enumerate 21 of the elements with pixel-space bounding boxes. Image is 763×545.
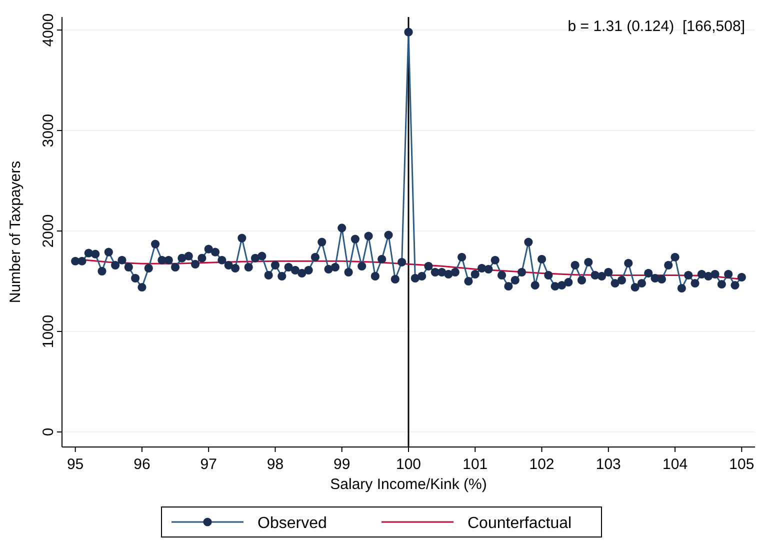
x-tick-label: 100: [396, 456, 422, 473]
x-axis-title: Salary Income/Kink (%): [330, 476, 487, 493]
y-axis-title: Number of Taxpayers: [7, 160, 24, 304]
legend-label: Observed: [258, 515, 327, 532]
y-tick-label: 0: [40, 428, 57, 436]
legend-label: Counterfactual: [468, 515, 572, 532]
annotation: b = 1.31 (0.124) [166,508]: [568, 18, 745, 35]
x-tick-label: 96: [134, 456, 150, 473]
y-tick-label: 4000: [40, 13, 57, 47]
x-tick-label: 95: [66, 456, 84, 473]
x-tick-label: 104: [662, 456, 688, 473]
x-tick-label: 99: [334, 456, 350, 473]
y-tick-label: 2000: [40, 214, 57, 248]
x-tick-label: 97: [200, 456, 217, 473]
x-tick-label: 101: [462, 456, 488, 473]
x-tick-label: 102: [529, 456, 554, 473]
x-tick-label: 103: [596, 456, 621, 473]
y-tick-label: 3000: [40, 114, 57, 148]
y-tick-label: 1000: [40, 314, 57, 348]
x-tick-label: 105: [729, 456, 754, 473]
x-tick-label: 98: [266, 456, 284, 473]
